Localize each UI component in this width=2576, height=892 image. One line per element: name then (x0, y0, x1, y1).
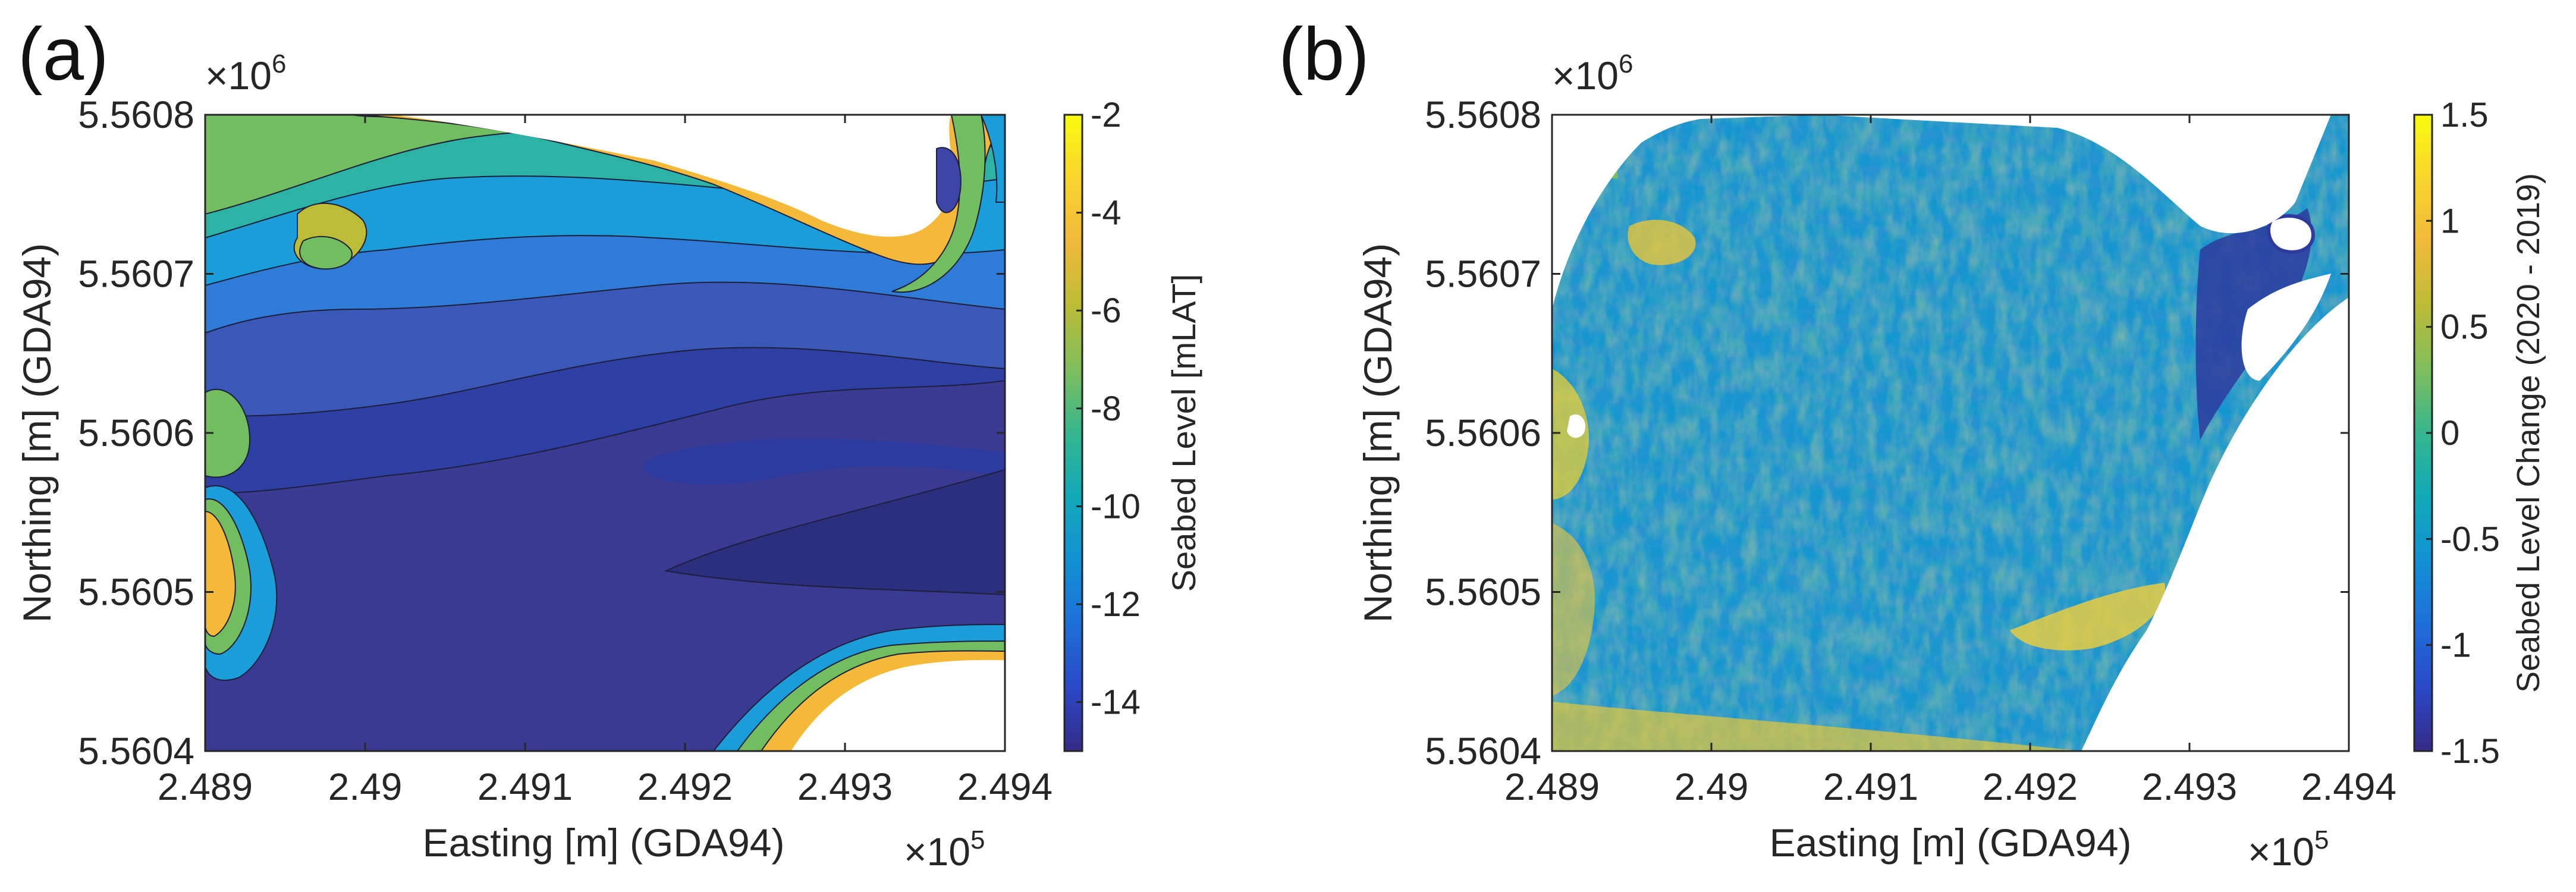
change-south-east-patch (2010, 583, 2166, 651)
contour-band-9-east (980, 115, 1005, 203)
y-tick-label: 5.5606 (78, 412, 194, 454)
y-tick-label: 5.5605 (78, 571, 194, 614)
colorbar-tick-label: 1 (2440, 202, 2459, 240)
colorbar-label-a: Seabed Level [mLAT] (1165, 274, 1202, 592)
contour-hole-east (936, 147, 962, 213)
y-tick-label: 5.5608 (1425, 93, 1541, 136)
y-exponent-b: ×106 (1552, 49, 1633, 98)
y-tick-label: 5.5605 (1425, 571, 1541, 614)
x-tick-label: 2.489 (1504, 765, 1600, 808)
y-tick-label: 5.5604 (1425, 730, 1541, 772)
change-nodata-hole (2267, 214, 2316, 254)
y-tick-label: 5.5608 (78, 93, 194, 136)
y-tick-label: 5.5604 (78, 730, 194, 772)
x-tick-label: 2.49 (328, 765, 403, 808)
colorbar-tick-label: 1.5 (2440, 96, 2489, 134)
colorbar-ticks-b: 1.5 1 0.5 0 -0.5 -1 -1.5 (2426, 96, 2500, 771)
colorbar-tick-label: -4 (1091, 194, 1121, 233)
x-exponent-a: ×105 (904, 825, 985, 874)
x-tick-label: 2.492 (1983, 765, 2078, 808)
colorbar-label-b: Seabed Level Change (2020 - 2019) (2511, 173, 2546, 693)
x-tick-label: 2.491 (1823, 765, 1918, 808)
colorbar-tick-label: -2 (1091, 96, 1121, 134)
change-field-b (1552, 115, 2349, 751)
axis-ticks-a: 2.489 2.49 2.491 2.492 2.493 2.494 5.5604 5.560… (78, 93, 1053, 808)
contour-band-14b (205, 115, 1005, 485)
colorbar-tick-label: -1.5 (2440, 732, 2500, 771)
colorbar-tick-label: -10 (1091, 487, 1141, 526)
y-tick-label: 5.5606 (1425, 412, 1541, 454)
colorbar-ticks-a: -2 -4 -6 -8 -10 -12 -14 (1076, 96, 1141, 722)
contour-bank-west4 (205, 510, 236, 637)
change-west-patch2 (1552, 523, 1595, 696)
y-exponent-a: ×106 (205, 49, 286, 98)
contour-field-a (205, 115, 1005, 751)
colorbar-tick-label: -1 (2440, 626, 2471, 665)
colorbar-tick-label: 0.5 (2440, 308, 2489, 347)
change-bank-patch (1628, 219, 1696, 265)
axis-ticks-b: 2.489 2.49 2.491 2.492 2.493 2.494 5.5604 5.560… (1425, 93, 2396, 808)
x-tick-label: 2.494 (957, 765, 1053, 808)
panel-label-b: (b) (1278, 13, 1369, 96)
colorbar-tick-label: -6 (1091, 291, 1121, 330)
colorbar-tick-label: -12 (1091, 585, 1141, 624)
contour-bank-west1 (205, 388, 251, 478)
change-nw-corner (1552, 115, 1617, 178)
x-tick-label: 2.492 (637, 765, 733, 808)
land-south (791, 659, 1005, 751)
y-tick-label: 5.5607 (78, 253, 194, 296)
colorbar-tick-label: -14 (1091, 683, 1141, 722)
change-nodata-west (1567, 414, 1585, 438)
colorbar-tick-label: -0.5 (2440, 520, 2500, 558)
y-axis-label-b: Northing [m] (GDA94) (1356, 243, 1400, 623)
colorbar-tick-label: -8 (1091, 390, 1121, 428)
x-tick-label: 2.493 (2142, 765, 2237, 808)
contour-deep-trough (664, 469, 1005, 596)
change-nodata-east (2241, 274, 2331, 381)
x-tick-label: 2.493 (797, 765, 893, 808)
change-noise (1552, 115, 2349, 751)
change-south-accretion (1552, 702, 2081, 751)
land-north (392, 115, 954, 237)
x-tick-label: 2.494 (2301, 765, 2396, 808)
x-axis-label-a: Easting [m] (GDA94) (423, 821, 785, 865)
y-tick-label: 5.5607 (1425, 253, 1541, 296)
panel-label-a: (a) (18, 13, 109, 96)
contour-bank-a1-inner (299, 235, 353, 270)
x-tick-label: 2.489 (158, 765, 253, 808)
y-axis-label-a: Northing [m] (GDA94) (15, 243, 59, 623)
x-exponent-b: ×105 (2248, 825, 2329, 874)
colorbar-a (1063, 114, 1083, 752)
x-tick-label: 2.49 (1675, 765, 1749, 808)
x-axis-label-b: Easting [m] (GDA94) (1770, 821, 2132, 865)
x-tick-label: 2.491 (477, 765, 573, 808)
colorbar-tick-label: 0 (2440, 414, 2459, 453)
